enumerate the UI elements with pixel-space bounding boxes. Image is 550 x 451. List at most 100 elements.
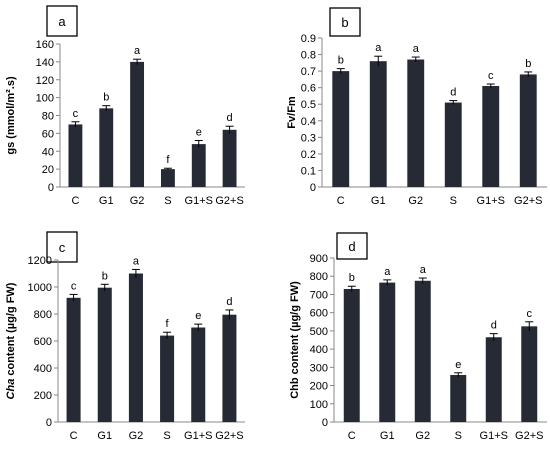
x-tick-label: S [455, 430, 462, 442]
significance-label: c [527, 308, 533, 320]
x-tick-label: G1 [97, 430, 112, 442]
y-tick-label: 0.6 [301, 83, 316, 95]
y-tick-label: 1000 [28, 282, 52, 294]
significance-label: a [134, 45, 141, 57]
x-tick-label: G2 [415, 430, 430, 442]
significance-label: c [488, 70, 494, 82]
panel-label: d [348, 239, 355, 254]
bar-c [66, 297, 81, 422]
x-tick-label: G2+S [515, 430, 543, 442]
significance-label: d [226, 296, 232, 308]
bar-g1 [369, 61, 387, 187]
y-tick-label: 0.8 [301, 50, 316, 62]
x-tick-label: S [163, 430, 170, 442]
significance-label: a [420, 264, 427, 276]
y-tick-label: 0 [310, 182, 316, 194]
bar-g2-plus-s [222, 314, 237, 422]
y-tick-label: 400 [34, 363, 52, 375]
y-axis-label: Fv/Fm [286, 96, 298, 129]
y-tick-label: 100 [310, 399, 328, 411]
panel-label-box [46, 5, 78, 37]
x-tick-label: C [70, 430, 78, 442]
x-tick-label: G1+S [184, 430, 212, 442]
chart-panel-b: b 0 0.1 0.2 0.3 0.4 0.5 0.6 0.7 0.8 0.9 b Ca G1 a G2 d Sc… [286, 7, 547, 207]
y-tick-label: 0 [46, 417, 52, 429]
y-tick-label: 0.1 [301, 165, 316, 177]
x-tick-label: G1 [380, 430, 395, 442]
panel-label-box [46, 231, 78, 263]
bar-g1-plus-s [191, 144, 206, 187]
y-tick-label: 900 [310, 253, 328, 265]
chart-panel-d: d 0 100 200 300 400 500 600 700 800 900 b Ca G1 a G2 e Sd… [289, 232, 547, 442]
panel-label-box [336, 232, 368, 260]
bar-c [68, 124, 83, 187]
significance-label: b [103, 92, 109, 104]
y-tick-label: 100 [36, 93, 54, 105]
significance-label: a [375, 42, 382, 54]
y-tick-label: 40 [42, 146, 54, 158]
x-tick-label: G1 [371, 195, 386, 207]
y-tick-label: 60 [42, 128, 54, 140]
panel-label: b [341, 15, 348, 30]
significance-label: d [491, 320, 497, 332]
significance-label: a [413, 43, 420, 55]
significance-label: d [227, 112, 233, 124]
y-tick-label: 400 [310, 344, 328, 356]
y-tick-label: 0.9 [301, 33, 316, 45]
x-tick-label: C [348, 430, 356, 442]
x-tick-label: G2 [408, 195, 423, 207]
x-tick-label: C [71, 195, 79, 207]
panel-label-box [329, 7, 361, 37]
y-axis-label-italic: Cha [5, 379, 17, 400]
bar-c [332, 71, 350, 187]
y-tick-label: 80 [42, 111, 54, 123]
y-tick-label: 600 [310, 308, 328, 320]
y-axis-label: Cha content (µg/g FW) [5, 282, 17, 399]
bar-g2-plus-s [521, 326, 538, 422]
significance-label: e [455, 359, 461, 371]
y-tick-label: 0.7 [301, 66, 316, 78]
x-tick-label: S [164, 195, 171, 207]
significance-label: e [195, 310, 201, 322]
y-tick-label: 200 [34, 390, 52, 402]
y-tick-label: 0 [322, 417, 328, 429]
x-tick-label: G2 [130, 195, 145, 207]
bar-c [343, 288, 360, 422]
significance-label: f [166, 154, 170, 166]
y-tick-label: 20 [42, 164, 54, 176]
significance-label: c [71, 280, 77, 292]
significance-label: f [166, 318, 170, 330]
bar-g1-plus-s [191, 327, 206, 422]
x-tick-label: G1+S [185, 195, 213, 207]
y-tick-label: 120 [36, 75, 54, 87]
bar-s [160, 169, 175, 187]
y-axis-label-rest: content (µg/g FW) [5, 282, 17, 378]
significance-label: b [349, 272, 355, 284]
y-tick-label: 0.4 [301, 116, 316, 128]
significance-label: d [450, 87, 456, 99]
x-tick-label: G2+S [215, 195, 243, 207]
y-tick-label: 0.5 [301, 99, 316, 111]
x-tick-label: G1+S [477, 195, 505, 207]
bar-g2 [414, 280, 431, 422]
bar-g1 [379, 282, 396, 422]
significance-label: b [338, 55, 344, 67]
y-tick-label: 0.2 [301, 149, 316, 161]
significance-label: a [384, 266, 391, 278]
bar-s [444, 102, 462, 187]
significance-label: b [102, 270, 108, 282]
bar-g1-plus-s [485, 337, 502, 422]
bar-g1 [99, 108, 114, 187]
y-tick-label: 600 [34, 336, 52, 348]
y-tick-label: 0.3 [301, 132, 316, 144]
y-tick-label: 0 [48, 182, 54, 194]
y-tick-label: 500 [310, 326, 328, 338]
bar-g2 [407, 59, 425, 188]
bar-s [450, 374, 467, 422]
bar-g1-plus-s [482, 86, 500, 187]
bar-g2-plus-s [519, 74, 537, 187]
bar-g2 [130, 61, 145, 187]
x-tick-label: G2+S [215, 430, 243, 442]
x-tick-label: S [450, 195, 457, 207]
significance-label: a [133, 255, 140, 267]
